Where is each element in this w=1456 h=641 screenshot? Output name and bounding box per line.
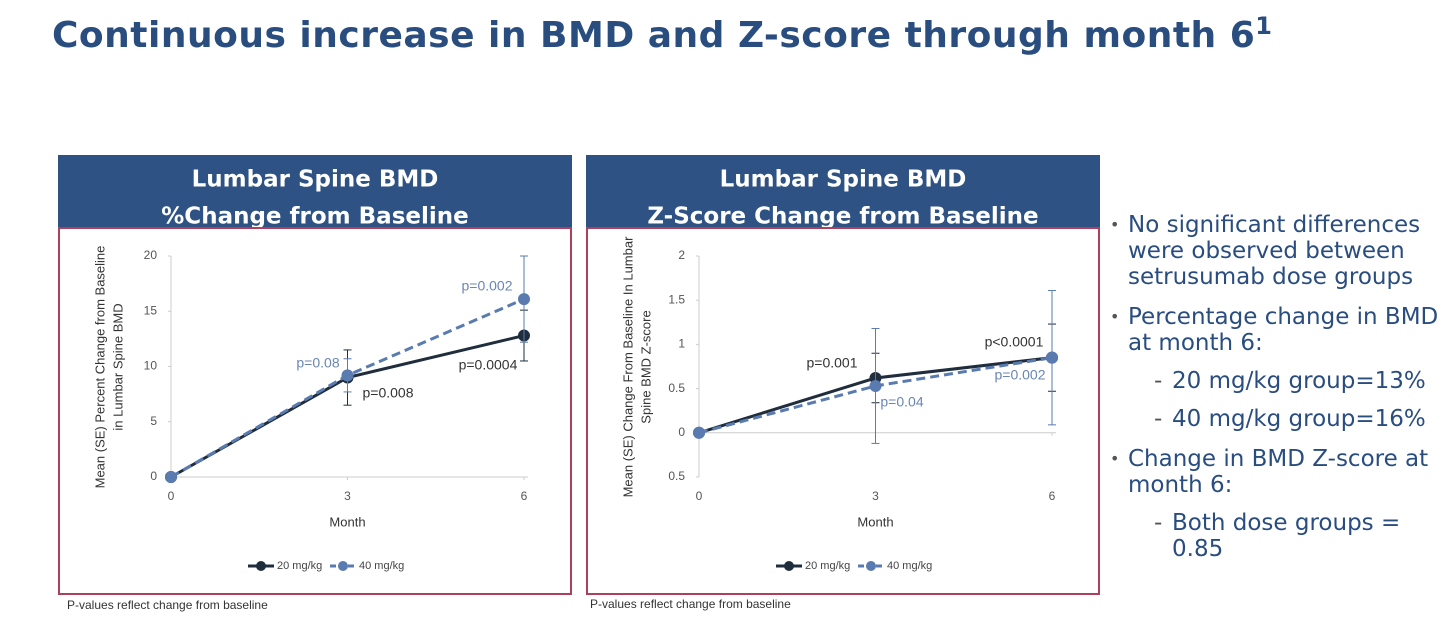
y-axis-title: Mean (SE) Percent Change from Baseline in…	[92, 246, 125, 489]
y-tick-label: 15	[144, 303, 158, 317]
data-point	[693, 426, 705, 439]
legend-marker	[866, 561, 876, 571]
annotation: p=0.0004	[459, 357, 518, 373]
annotation: p=0.008	[363, 385, 414, 401]
y-tick-label: 2	[678, 248, 685, 262]
data-point	[165, 471, 177, 483]
sub-bullet: Both dose groups = 0.85	[1128, 510, 1450, 562]
y-axis-title: Mean (SE) Change From Baseline In Lumbar…	[620, 236, 653, 498]
y-tick-label: 5	[150, 414, 157, 428]
y-axis-title-line: Mean (SE) Change From Baseline In Lumbar	[620, 236, 635, 498]
annotation: p<0.0001	[985, 334, 1044, 350]
data-point	[869, 379, 882, 392]
x-tick-label: 6	[521, 489, 528, 503]
x-tick-label: 3	[872, 489, 879, 503]
footnote: P-values reflect change from baseline	[67, 598, 268, 612]
panel-header-text: Z-Score Change from Baseline	[647, 204, 1038, 230]
data-point	[1046, 351, 1058, 364]
data-point	[341, 369, 354, 382]
bullet-list: No significant differences were observed…	[1110, 212, 1450, 576]
title-text: Continuous increase in BMD and Z-score t…	[52, 15, 1256, 56]
y-axis-title-line: in Lumbar Spine BMD	[110, 303, 125, 430]
x-tick-label: 6	[1049, 489, 1056, 503]
panel-header	[58, 155, 572, 227]
annotation: p=0.001	[807, 355, 858, 371]
y-tick-label: 1	[678, 337, 685, 351]
y-tick-label: 20	[144, 248, 158, 262]
y-tick-label: 0.5	[668, 381, 685, 395]
bullet: Change in BMD Z-score at month 6:Both do…	[1110, 446, 1450, 562]
legend-label: 20 mg/kg	[277, 560, 322, 572]
y-tick-label: 1.5	[668, 292, 685, 306]
annotation: p=0.08	[296, 355, 339, 371]
y-tick-label: 0.5	[668, 469, 685, 483]
y-tick-label: 10	[144, 359, 158, 373]
y-axis-title-line: Spine BMD Z-score	[638, 310, 653, 423]
x-axis-title: Month	[329, 514, 365, 529]
chart: Lumbar Spine BMD Z-Score Change from Base…	[586, 155, 1100, 595]
y-axis-title-line: Mean (SE) Percent Change from Baseline	[92, 246, 107, 489]
footnote: P-values reflect change from baseline	[590, 597, 791, 611]
panel-header-text: %Change from Baseline	[161, 204, 468, 230]
x-axis-title: Month	[857, 514, 893, 529]
x-tick-label: 3	[344, 489, 351, 503]
legend-label: 40 mg/kg	[359, 560, 404, 572]
bullet: Percentage change in BMD at month 6:20 m…	[1110, 304, 1450, 432]
x-tick-label: 0	[696, 489, 703, 503]
chart: Lumbar Spine BMD %Change from Baseline Mea…	[58, 155, 572, 595]
panel-border	[586, 227, 1100, 595]
data-point	[518, 293, 530, 306]
legend-label: 40 mg/kg	[887, 560, 932, 572]
y-tick-label: 0	[150, 469, 157, 483]
title-note: 1	[1255, 12, 1273, 40]
panel-header-text: Lumbar Spine BMD	[720, 167, 967, 193]
annotation: p=0.04	[880, 394, 923, 410]
legend-marker	[784, 561, 794, 571]
slide-title: Continuous increase in BMD and Z-score t…	[52, 12, 1272, 56]
annotation: p=0.002	[462, 278, 513, 294]
sub-bullet: 20 mg/kg group=13%	[1128, 368, 1450, 394]
panel-header-text: Lumbar Spine BMD	[192, 167, 439, 193]
legend-marker	[256, 561, 266, 571]
legend-marker	[338, 561, 348, 571]
y-tick-label: 0	[678, 425, 685, 439]
panel-header	[586, 155, 1100, 227]
legend-label: 20 mg/kg	[805, 560, 850, 572]
annotation: p=0.002	[995, 367, 1046, 383]
bullet: No significant differences were observed…	[1110, 212, 1450, 290]
x-tick-label: 0	[168, 489, 175, 503]
sub-bullet: 40 mg/kg group=16%	[1128, 406, 1450, 432]
panel-border	[58, 227, 572, 595]
